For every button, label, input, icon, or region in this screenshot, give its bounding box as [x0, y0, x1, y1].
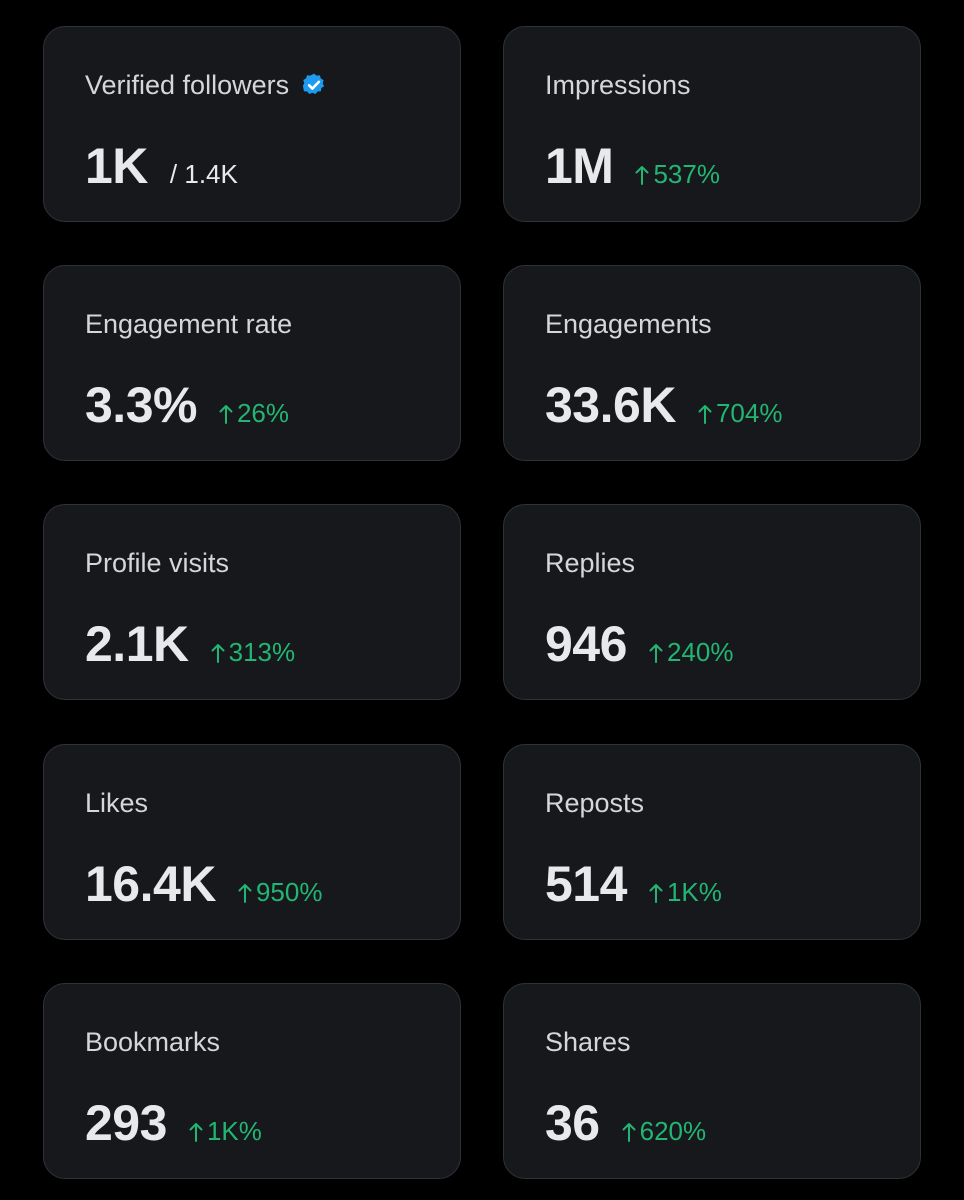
card-engagements[interactable]: Engagements 33.6K 704%: [503, 265, 921, 461]
card-value: 36: [545, 1095, 600, 1151]
card-label: Profile visits: [85, 548, 230, 578]
card-label: Engagement rate: [85, 309, 293, 339]
card-delta-value: 537%: [653, 159, 720, 189]
arrow-up-icon: [649, 644, 663, 663]
card-value-row: 946 240%: [545, 617, 733, 671]
card-delta-value: 950%: [255, 877, 323, 907]
verified-badge-icon: [302, 73, 325, 94]
card-delta-value: 1K%: [206, 1116, 262, 1146]
card-delta: 1K%: [189, 1116, 262, 1147]
card-bookmarks[interactable]: Bookmarks 293 1K%: [43, 983, 461, 1179]
card-value-row: 2.1K 313%: [85, 617, 295, 671]
arrow-up-icon: [219, 405, 233, 424]
card-label: Shares: [545, 1027, 631, 1057]
card-impressions[interactable]: Impressions 1M 537%: [503, 26, 921, 222]
card-value-row: 1M 537%: [545, 139, 720, 193]
card-value-row: 3.3% 26%: [85, 378, 289, 432]
card-shares[interactable]: Shares 36 620%: [503, 983, 921, 1179]
card-likes[interactable]: Likes 16.4K 950%: [43, 744, 461, 940]
card-value-row: 33.6K 704%: [545, 378, 782, 432]
card-reposts[interactable]: Reposts 514 1K%: [503, 744, 921, 940]
card-delta: 704%: [698, 398, 783, 429]
card-label: Verified followers: [85, 69, 327, 101]
card-delta: 537%: [635, 159, 720, 190]
arrow-up-icon: [622, 1123, 636, 1142]
card-value: 1K: [85, 138, 148, 194]
arrow-up-icon: [635, 166, 649, 185]
card-value: 1M: [545, 138, 614, 194]
card-value-row: 514 1K%: [545, 857, 722, 911]
card-label: Engagements: [545, 309, 712, 339]
card-value: 3.3%: [85, 377, 197, 433]
card-replies[interactable]: Replies 946 240%: [503, 504, 921, 700]
arrow-up-icon: [211, 644, 225, 663]
card-value: 514: [545, 856, 627, 912]
card-value-row: 16.4K 950%: [85, 857, 322, 911]
card-value: 946: [545, 616, 627, 672]
card-engagement-rate[interactable]: Engagement rate 3.3% 26%: [43, 265, 461, 461]
card-delta-value: 313%: [228, 637, 296, 667]
arrow-up-icon: [189, 1123, 203, 1142]
arrow-up-icon: [238, 884, 252, 903]
card-value-row: 293 1K%: [85, 1096, 262, 1150]
card-delta-value: 704%: [715, 398, 783, 428]
card-delta: 26%: [219, 398, 289, 429]
card-delta: 1K%: [649, 877, 722, 908]
card-delta: 950%: [238, 877, 323, 908]
card-value: 293: [85, 1095, 167, 1151]
card-value: 33.6K: [545, 377, 676, 433]
card-label: Likes: [85, 788, 149, 818]
card-value: 2.1K: [85, 616, 189, 672]
card-value: 16.4K: [85, 856, 216, 912]
card-label-text: Verified followers: [85, 70, 290, 100]
card-verified-followers[interactable]: Verified followers 1K / 1.4K: [43, 26, 461, 222]
arrow-up-icon: [698, 405, 712, 424]
card-delta-value: 620%: [639, 1116, 707, 1146]
card-value-row: 36 620%: [545, 1096, 706, 1150]
card-delta: 313%: [211, 637, 296, 668]
card-delta: 240%: [649, 637, 734, 668]
card-label: Impressions: [545, 70, 691, 100]
card-delta: 620%: [622, 1116, 707, 1147]
card-label: Reposts: [545, 788, 645, 818]
card-label: Bookmarks: [85, 1027, 221, 1057]
card-total: / 1.4K: [169, 159, 238, 189]
card-delta-value: 240%: [666, 637, 734, 667]
card-label: Replies: [545, 548, 636, 578]
card-value-row: 1K / 1.4K: [85, 139, 238, 193]
card-delta-value: 1K%: [666, 877, 722, 907]
card-profile-visits[interactable]: Profile visits 2.1K 313%: [43, 504, 461, 700]
arrow-up-icon: [649, 884, 663, 903]
card-delta-value: 26%: [236, 398, 290, 428]
